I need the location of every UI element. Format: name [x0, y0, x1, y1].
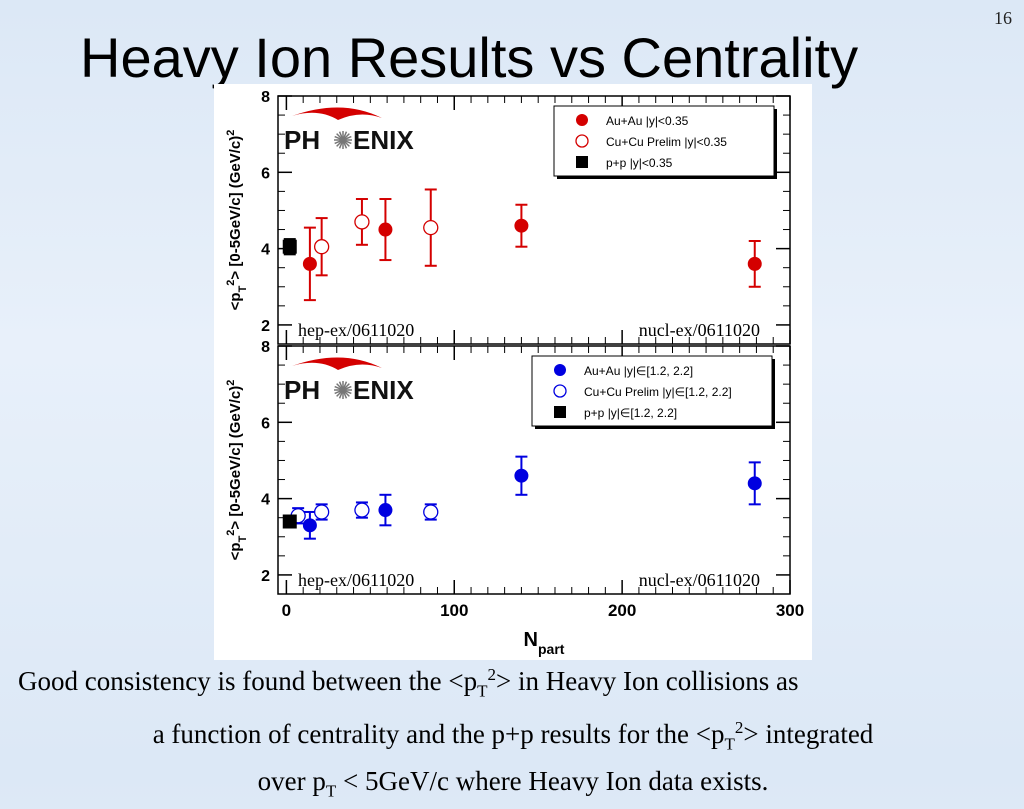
data-marker [282, 239, 297, 254]
data-marker [747, 256, 762, 271]
data-point [423, 503, 439, 521]
phenix-figure: 2 4 6 8 <pT2> [0-5GeV/c] (GeV/c)2 PH ENIX hep-e… [214, 84, 812, 660]
data-point [313, 503, 330, 521]
phenix-logo-text-right: ENIX [353, 375, 414, 405]
phenix-logo: PH ENIX [284, 107, 414, 155]
legend-label: Au+Au |y|∈[1.2, 2.2] [584, 364, 693, 378]
x-tick-label: 100 [440, 601, 468, 620]
phenix-logo-star [334, 131, 352, 149]
y-tick-label: 6 [261, 415, 270, 432]
data-point [313, 217, 330, 277]
data-marker [423, 504, 439, 520]
x-axis-label: Npart [524, 629, 565, 657]
data-point [514, 203, 529, 248]
legend-marker [576, 156, 588, 168]
phenix-logo: PH ENIX [284, 357, 414, 405]
chart-panel-1: 2 4 6 8 <pT2> [0-5GeV/c] (GeV/c)2 PH ENIX hep-e… [225, 89, 791, 345]
data-marker [514, 468, 529, 483]
legend-label: p+p |y|∈[1.2, 2.2] [584, 406, 677, 420]
chart-panel-2: 2 4 6 8 0 100 200 300 <pT2> [0-5GeV/c] (GeV/c)2 N… [225, 339, 804, 657]
y-tick-label: 2 [261, 318, 270, 335]
legend-box [531, 355, 773, 427]
reference-left: hep-ex/0611020 [298, 320, 414, 340]
legend-label: p+p |y|<0.35 [606, 156, 673, 170]
reference-right: nucl-ex/0611020 [639, 570, 760, 590]
data-marker [313, 504, 330, 520]
legend-box [553, 105, 775, 177]
caption-line-1: Good consistency is found between the <p… [18, 665, 799, 701]
data-marker [354, 502, 370, 518]
phenix-logo-text-right: ENIX [353, 125, 414, 155]
data-marker [282, 514, 297, 529]
data-marker [423, 219, 439, 236]
data-marker [378, 222, 393, 237]
reference-right: nucl-ex/0611020 [639, 320, 760, 340]
reference-left: hep-ex/0611020 [298, 570, 414, 590]
slide-caption: Good consistency is found between the <p… [18, 656, 1008, 809]
slide-title: Heavy Ion Results vs Centrality [80, 26, 859, 89]
x-tick-label: 200 [608, 601, 636, 620]
phenix-logo-swoosh [292, 357, 382, 370]
data-marker [514, 218, 529, 233]
data-point [378, 198, 393, 262]
data-marker [354, 214, 370, 230]
caption-line-2: a function of centrality and the p+p res… [152, 718, 874, 754]
legend-label: Cu+Cu Prelim |y|∈[1.2, 2.2] [584, 385, 732, 399]
legend-marker [576, 114, 588, 126]
data-point [354, 198, 370, 246]
y-axis-label: <pT2> [0-5GeV/c] (GeV/c)2 [225, 130, 249, 311]
plot-frame [277, 345, 791, 595]
data-point [423, 188, 439, 267]
slide-number: 16 [994, 8, 1012, 28]
legend-marker [575, 134, 589, 148]
data-marker [747, 476, 762, 491]
y-tick-label: 2 [261, 568, 270, 585]
y-tick-label: 4 [261, 492, 270, 509]
data-point [747, 239, 762, 288]
phenix-logo-swoosh [292, 107, 382, 120]
y-tick-label: 8 [261, 339, 270, 356]
phenix-logo-ray [334, 135, 352, 145]
data-marker [302, 256, 317, 271]
data-marker [313, 239, 330, 255]
data-point [378, 493, 393, 527]
data-point [302, 226, 317, 302]
y-axis-label: <pT2> [0-5GeV/c] (GeV/c)2 [225, 380, 249, 561]
phenix-logo-ray [334, 385, 352, 395]
data-point [747, 461, 762, 506]
legend-marker [554, 364, 566, 376]
caption-line-3: over pT < 5GeV/c where Heavy Ion data ex… [257, 765, 769, 801]
x-tick-label: 300 [776, 601, 804, 620]
data-point [282, 238, 297, 256]
phenix-logo-star [334, 381, 352, 399]
x-tick-label: 0 [282, 601, 291, 620]
data-point [282, 514, 297, 529]
y-tick-label: 8 [261, 89, 270, 106]
data-point [354, 501, 370, 519]
data-marker [302, 518, 317, 533]
y-tick-label: 4 [261, 242, 270, 259]
data-point [514, 455, 529, 496]
legend-marker [553, 384, 567, 398]
data-marker [378, 503, 393, 518]
y-tick-label: 6 [261, 165, 270, 182]
legend-marker [554, 406, 566, 418]
phenix-logo-text-left: PH [284, 375, 320, 405]
legend-label: Cu+Cu Prelim |y|<0.35 [606, 135, 727, 149]
legend-label: Au+Au |y|<0.35 [606, 114, 689, 128]
data-point [302, 510, 317, 540]
plot-frame [277, 95, 791, 345]
chart-svg: 2 4 6 8 <pT2> [0-5GeV/c] (GeV/c)2 PH ENIX hep-e… [225, 89, 804, 657]
phenix-logo-text-left: PH [284, 125, 320, 155]
